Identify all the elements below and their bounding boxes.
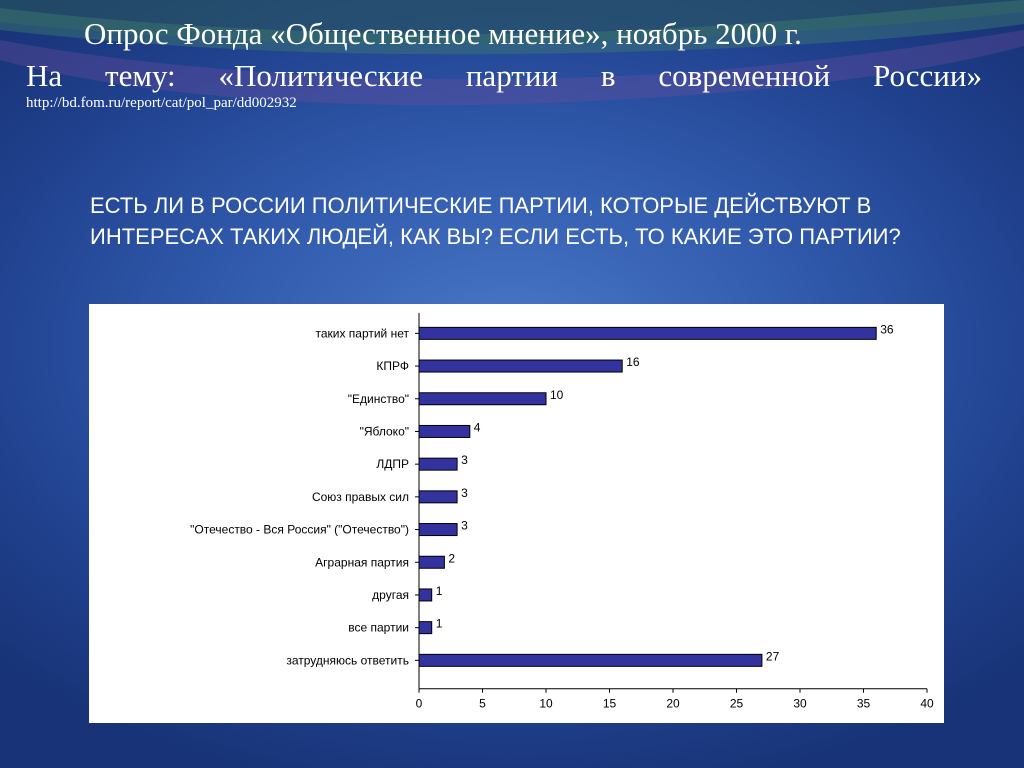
x-tick-label: 15 — [603, 697, 617, 711]
data-label: 27 — [766, 649, 780, 663]
x-tick-label: 0 — [416, 697, 423, 711]
x-tick-label: 30 — [793, 697, 807, 711]
title-word: тему: — [105, 58, 176, 93]
category-label: все партии — [348, 621, 409, 635]
bar — [418, 523, 458, 537]
category-label: "Единство" — [348, 392, 409, 406]
data-label: 3 — [461, 453, 468, 467]
title-word: На — [26, 58, 63, 93]
data-label: 3 — [461, 519, 468, 533]
category-label: Союз правых сил — [312, 490, 409, 504]
title-word: «Политические — [218, 58, 423, 93]
bar — [418, 653, 763, 667]
bar — [418, 621, 433, 635]
header-decoration — [0, 0, 1024, 106]
bar — [418, 490, 458, 504]
title-word: современной — [658, 58, 831, 93]
bar — [418, 326, 877, 340]
category-label: ЛДПР — [376, 457, 409, 471]
title-word: России» — [873, 58, 982, 93]
title-word: партии — [465, 58, 559, 93]
title-word: в — [600, 58, 616, 93]
x-tick-label: 35 — [857, 697, 871, 711]
category-label: другая — [372, 588, 409, 602]
data-label: 36 — [880, 322, 894, 336]
survey-question: ЕСТЬ ЛИ В РОССИИ ПОЛИТИЧЕСКИЕ ПАРТИИ, КО… — [90, 193, 901, 249]
slide-title-line1: Опрос Фонда «Общественное мнение», ноябр… — [84, 16, 802, 51]
chart-panel: таких партий нет 36 КПРФ 16 "Единство" 10 "Ябл… — [89, 304, 944, 723]
bar — [418, 392, 547, 406]
category-label: "Яблоко" — [360, 424, 409, 438]
source-url[interactable]: http://bd.fom.ru/report/cat/pol_par/dd00… — [26, 95, 297, 111]
x-tick-label: 25 — [730, 697, 744, 711]
category-label: затрудняюсь ответить — [286, 653, 409, 667]
category-label: Аграрная партия — [315, 555, 409, 569]
data-label: 1 — [436, 617, 443, 631]
slide-title-line2: На тему: «Политические партии в современной Ро… — [26, 58, 982, 94]
data-label: 3 — [461, 486, 468, 500]
bar — [418, 457, 458, 471]
data-label: 2 — [448, 551, 455, 565]
category-label: таких партий нет — [315, 326, 409, 340]
data-label: 10 — [550, 388, 564, 402]
x-tick-label: 40 — [920, 697, 934, 711]
bar — [418, 359, 623, 373]
bar — [418, 588, 433, 602]
data-label: 4 — [474, 420, 481, 434]
data-label: 1 — [436, 584, 443, 598]
data-label: 16 — [626, 355, 640, 369]
bar — [418, 424, 471, 438]
category-label: КПРФ — [376, 359, 409, 373]
x-tick-label: 20 — [666, 697, 680, 711]
x-tick-label: 5 — [479, 697, 486, 711]
x-tick-label: 10 — [539, 697, 553, 711]
category-label: "Отечество - Вся Россия" ("Отечество") — [190, 523, 409, 537]
bar — [418, 555, 445, 569]
